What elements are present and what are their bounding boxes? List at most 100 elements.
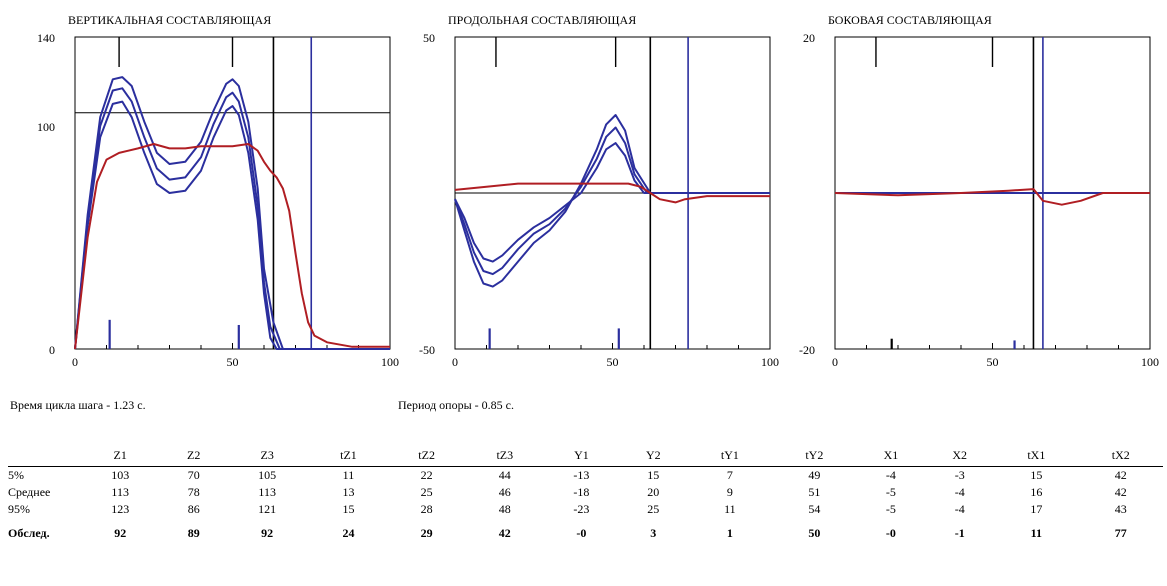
table-cell: 22	[420, 468, 433, 482]
series-line	[74, 87, 390, 350]
table-cell: -0	[885, 525, 896, 540]
x-tick-label: 100	[1141, 355, 1159, 369]
cycle-time-text: Время цикла шага - 1.23 с.	[10, 398, 146, 412]
row-label: 95%	[8, 502, 30, 516]
table-row: 5% 103 70 105 11 22 44 -13 15 7 49 -4 -3 15 42	[8, 467, 1163, 485]
table-cell: 15	[1030, 468, 1043, 482]
chart-title: ПРОДОЛЬНАЯ СОСТАВЛЯЮЩАЯ	[448, 13, 636, 27]
y-tick-label: 20	[803, 31, 815, 45]
row-label: Обслед.	[8, 525, 50, 540]
table-header-row: Z1 Z2 Z3 tZ1 tZ2 tZ3 Y1 Y2 tY1 tY2 X1 X2…	[8, 444, 1163, 467]
table-cell: -18	[573, 485, 590, 499]
table-cell: 105	[258, 468, 277, 482]
series-line	[74, 76, 390, 350]
table-cell: 92	[261, 525, 274, 540]
parameters-table: Z1 Z2 Z3 tZ1 tZ2 tZ3 Y1 Y2 tY1 tY2 X1 X2…	[8, 444, 1163, 548]
x-tick-label: 0	[452, 355, 458, 369]
header-cell: Z3	[224, 444, 310, 467]
table-cell: 15	[342, 502, 355, 516]
header-cell: tZ2	[387, 444, 466, 467]
header-cell: Z2	[162, 444, 225, 467]
table-cell: 103	[111, 468, 130, 482]
x-tick-label: 50	[987, 355, 999, 369]
table-cell: 25	[647, 502, 660, 516]
plot-frame	[74, 36, 391, 350]
chart-title: ВЕРТИКАЛЬНАЯ СОСТАВЛЯЮЩАЯ	[68, 13, 271, 27]
table-cell: 28	[420, 502, 433, 516]
table-cell: 42	[1114, 485, 1127, 499]
header-cell: tX2	[1078, 444, 1163, 467]
table-cell: 1	[726, 525, 733, 540]
table-row: Обслед. 92 89 92 24 29 42 -0 3 1 50 -0 -1 11 77	[8, 518, 1163, 548]
table-cell: 16	[1030, 485, 1043, 499]
series-line	[454, 142, 770, 263]
table-cell: -4	[954, 502, 965, 516]
header-cell: Z1	[78, 444, 163, 467]
table-cell: 70	[187, 468, 200, 482]
table-cell: 43	[1114, 502, 1127, 516]
support-period-text: Период опоры - 0.85 с.	[398, 398, 514, 412]
header-cell	[8, 444, 78, 467]
table-row: 95% 123 86 121 15 28 48 -23 25 11 54 -5 -4 17 43	[8, 501, 1163, 518]
series-line	[454, 114, 770, 288]
table-cell: 86	[187, 502, 200, 516]
y-tick-label: 100	[37, 120, 55, 134]
table-cell: 78	[187, 485, 200, 499]
table-cell: -13	[573, 468, 590, 482]
y-tick-label: 0	[49, 343, 55, 357]
x-tick-label: 100	[381, 355, 399, 369]
table-row: Среднее 113 78 113 13 25 46 -18 20 9 51 -5 -4 16 42	[8, 484, 1163, 501]
y-tick-label: -20	[799, 343, 815, 357]
series-line	[74, 100, 390, 350]
row-label: 5%	[8, 468, 24, 482]
table-cell: 113	[111, 485, 129, 499]
x-tick-label: 0	[72, 355, 78, 369]
y-tick-label: -50	[419, 343, 435, 357]
table-body: 5% 103 70 105 11 22 44 -13 15 7 49 -4 -3 15 42 Среднее 1…	[8, 467, 1163, 549]
table-cell: 48	[498, 502, 511, 516]
table-cell: -5	[885, 485, 896, 499]
series-line	[454, 126, 770, 276]
table-cell: 20	[647, 485, 660, 499]
header-cell: Y2	[618, 444, 688, 467]
header-cell: X1	[856, 444, 926, 467]
table-cell: 123	[111, 502, 130, 516]
series-line	[74, 143, 390, 350]
x-tick-label: 50	[227, 355, 239, 369]
header-cell: tY1	[687, 444, 773, 467]
series-line	[454, 182, 770, 204]
table-cell: 11	[1030, 525, 1042, 540]
table-cell: -4	[885, 468, 896, 482]
chart-title: БОКОВАЯ СОСТАВЛЯЮЩАЯ	[828, 13, 992, 27]
charts-area: ВЕРТИКАЛЬНАЯ СОСТАВЛЯЮЩАЯ 0 50 100 0 100 140 ПР…	[37, 13, 1159, 369]
table-cell: 42	[1114, 468, 1127, 482]
table-cell: 77	[1114, 525, 1127, 540]
table-cell: 25	[420, 485, 433, 499]
series-line	[834, 188, 1150, 206]
table-cell: 89	[187, 525, 200, 540]
table-cell: 29	[420, 525, 433, 540]
header-cell: tZ1	[309, 444, 388, 467]
header-cell: tY2	[772, 444, 857, 467]
header-cell: X2	[925, 444, 995, 467]
table-cell: 42	[498, 525, 511, 540]
header-cell: Y1	[543, 444, 619, 467]
table-cell: 3	[650, 525, 657, 540]
table-cell: 7	[726, 468, 733, 482]
x-tick-label: 50	[607, 355, 619, 369]
table-cell: -4	[954, 485, 965, 499]
table-cell: -23	[573, 502, 590, 516]
table-cell: 46	[498, 485, 511, 499]
table-cell: 54	[808, 502, 821, 516]
table-cell: -3	[954, 468, 965, 482]
x-tick-label: 100	[761, 355, 779, 369]
table-cell: 11	[724, 502, 736, 516]
table-cell: -1	[954, 525, 965, 540]
table-cell: 9	[726, 485, 733, 499]
y-tick-label: 50	[423, 31, 435, 45]
table-cell: 51	[808, 485, 821, 499]
table-cell: -0	[576, 525, 587, 540]
x-tick-label: 0	[832, 355, 838, 369]
table-cell: 50	[808, 525, 821, 540]
table-cell: 24	[342, 525, 355, 540]
